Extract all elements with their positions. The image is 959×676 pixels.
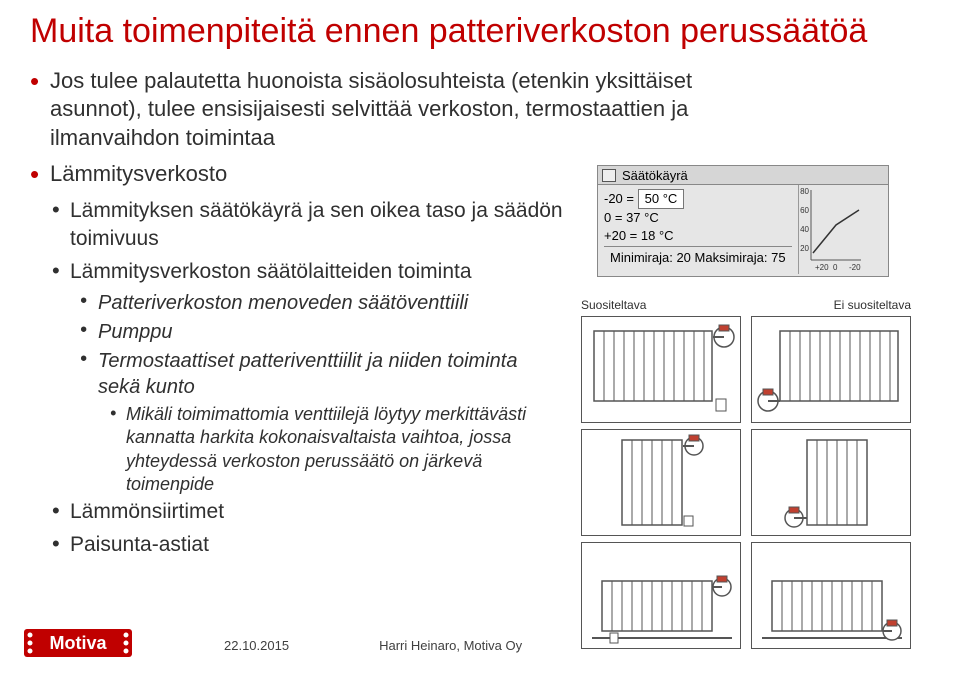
curve-val-0: 50 °C bbox=[638, 189, 685, 209]
curve-val-1: 37 °C bbox=[626, 210, 659, 225]
curve-values: -20 = 50 °C 0 = 37 °C +20 = 18 °C Minimi… bbox=[598, 185, 799, 274]
radiator-bad-vertical bbox=[751, 429, 911, 536]
svg-text:+20: +20 bbox=[815, 263, 829, 272]
footer-date: 22.10.2015 bbox=[224, 638, 289, 653]
radiator-bad-horizontal bbox=[751, 316, 911, 423]
curve-chart: 80 60 40 20 +20 0 -20 bbox=[799, 185, 867, 274]
page-title: Muita toimenpiteitä ennen patteriverkost… bbox=[30, 10, 929, 53]
footer: Motiva 22.10.2015 Harri Heinaro, Motiva … bbox=[0, 623, 959, 668]
svg-text:0: 0 bbox=[833, 263, 838, 272]
bullet-1: Jos tulee palautetta huonoista sisäolosu… bbox=[30, 67, 750, 153]
bullet-2-3: Lämmönsiirtimet bbox=[52, 498, 570, 526]
radiator-diagrams: Suositeltava Ei suositeltava bbox=[581, 298, 911, 655]
radiator-good-horizontal bbox=[581, 316, 741, 423]
motiva-logo: Motiva bbox=[24, 623, 134, 668]
svg-text:-20: -20 bbox=[849, 263, 861, 272]
bullet-2-1: Lämmityksen säätökäyrä ja sen oikea taso… bbox=[52, 197, 570, 254]
curve-panel-header: Säätökäyrä bbox=[598, 166, 888, 185]
bullet-2-2: Lämmitysverkoston säätölaitteiden toimin… bbox=[52, 258, 570, 286]
curve-panel-title: Säätökäyrä bbox=[622, 168, 688, 183]
radiator-good-vertical bbox=[581, 429, 741, 536]
bullet-2-2b: Pumppu bbox=[80, 319, 548, 345]
svg-text:40: 40 bbox=[800, 225, 809, 234]
bullet-2-4: Paisunta-astiat bbox=[52, 531, 570, 559]
curve-panel: Säätökäyrä -20 = 50 °C 0 = 37 °C +20 = 1… bbox=[597, 165, 889, 277]
svg-text:60: 60 bbox=[800, 206, 809, 215]
curve-row-2: +20 = bbox=[604, 228, 637, 243]
curve-minmax: Minimiraja: 20 Maksimiraja: 75 bbox=[604, 246, 792, 269]
curve-row-0: -20 = bbox=[604, 191, 634, 206]
folder-icon bbox=[602, 169, 616, 182]
bullet-2-2c-1: Mikäli toimimattomia venttiilejä löytyy … bbox=[110, 403, 556, 497]
bullet-2-2a: Patteriverkoston menoveden säätöventtiil… bbox=[80, 290, 548, 316]
svg-text:80: 80 bbox=[800, 187, 809, 196]
bullet-2-2c: Termostaattiset patteriventtiilit ja nii… bbox=[80, 348, 548, 400]
footer-author: Harri Heinaro, Motiva Oy bbox=[379, 638, 522, 653]
curve-row-1: 0 = bbox=[604, 210, 622, 225]
radiator-label-left: Suositeltava bbox=[581, 298, 646, 312]
radiator-label-right: Ei suositeltava bbox=[834, 298, 911, 312]
svg-text:Motiva: Motiva bbox=[49, 633, 107, 653]
curve-val-2: 18 °C bbox=[641, 228, 674, 243]
svg-text:20: 20 bbox=[800, 244, 809, 253]
